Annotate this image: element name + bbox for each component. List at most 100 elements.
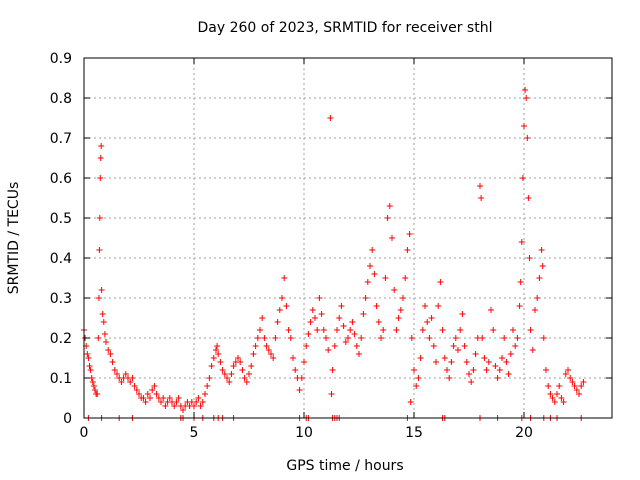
- data-point: [314, 327, 321, 333]
- y-axis-label: SRMTID / TECUs: [6, 182, 22, 295]
- data-point: [549, 395, 556, 401]
- y-tick-label: 0.8: [50, 91, 72, 107]
- data-point: [534, 295, 541, 301]
- data-point: [351, 331, 358, 337]
- data-point: [292, 367, 299, 373]
- data-point: [336, 315, 343, 321]
- data-point: [362, 295, 369, 301]
- data-point: [328, 391, 335, 397]
- data-point: [523, 95, 530, 101]
- data-point: [472, 351, 479, 357]
- chart-title: Day 260 of 2023, SRMTID for receiver sth…: [198, 20, 493, 36]
- x-tick-labels: 0 5 10 15 20: [80, 425, 533, 441]
- data-point: [567, 375, 574, 381]
- data-point: [274, 319, 281, 325]
- data-point: [140, 395, 147, 401]
- data-point: [573, 387, 580, 393]
- data-point: [367, 263, 373, 269]
- data-point: [114, 371, 120, 377]
- data-point: [536, 275, 543, 281]
- data-point: [129, 375, 136, 381]
- data-point: [382, 275, 389, 281]
- data-point: [364, 279, 371, 285]
- data-point: [393, 327, 400, 333]
- data-point: [84, 351, 91, 357]
- data-point: [261, 335, 268, 341]
- data-point: [199, 399, 206, 405]
- data-point: [527, 327, 534, 333]
- y-tick-label: 0.6: [50, 171, 72, 187]
- data-point: [524, 135, 531, 141]
- data-point: [578, 383, 585, 389]
- data-point: [193, 399, 200, 405]
- data-point: [505, 371, 512, 377]
- data-point: [101, 331, 108, 337]
- y-tick-labels: 0 0.1 0.2 0.3 0.4 0.5 0.6 0.7 0.8 0.9: [50, 51, 72, 427]
- plot-frame: [83, 57, 613, 419]
- x-tick-label: 10: [295, 425, 313, 441]
- data-point: [95, 295, 102, 301]
- data-point: [298, 375, 305, 381]
- data-point: [384, 215, 391, 221]
- data-point: [439, 327, 446, 333]
- data-point: [219, 367, 226, 373]
- data-point: [97, 175, 104, 181]
- data-point: [433, 359, 439, 365]
- data-point: [210, 355, 217, 361]
- data-point: [437, 279, 444, 285]
- data-point: [327, 115, 334, 121]
- data-point: [380, 327, 387, 333]
- data-point: [428, 315, 435, 321]
- data-point: [92, 387, 98, 393]
- data-point: [285, 327, 292, 333]
- data-point: [133, 387, 140, 393]
- data-point: [415, 375, 422, 381]
- data-point: [560, 399, 567, 405]
- data-point: [263, 343, 270, 349]
- data-point: [554, 391, 560, 397]
- data-point: [517, 279, 524, 285]
- data-point: [329, 367, 336, 373]
- data-point: [565, 367, 571, 373]
- data-point: [496, 367, 503, 373]
- data-point: [171, 403, 178, 409]
- data-point: [571, 383, 578, 389]
- data-point: [162, 403, 169, 409]
- data-point: [95, 335, 102, 341]
- data-point: [312, 315, 318, 321]
- data-point: [424, 319, 431, 325]
- x-axis-label: GPS time / hours: [286, 458, 403, 474]
- data-point: [463, 359, 470, 365]
- data-point: [237, 359, 244, 365]
- data-point: [136, 391, 142, 397]
- data-point: [397, 307, 404, 313]
- data-point: [287, 335, 294, 341]
- data-point: [441, 355, 448, 361]
- data-point: [248, 363, 255, 369]
- data-point: [254, 335, 261, 341]
- data-point: [230, 363, 237, 369]
- data-point: [402, 275, 409, 281]
- data-point: [268, 351, 274, 357]
- data-point: [243, 379, 250, 385]
- data-point: [347, 327, 354, 333]
- data-point: [521, 123, 527, 129]
- data-point: [478, 195, 485, 201]
- data-point: [558, 395, 565, 401]
- data-point: [180, 407, 186, 413]
- data-point: [450, 343, 457, 349]
- data-point: [389, 235, 395, 241]
- data-points: [81, 87, 587, 421]
- data-point: [217, 359, 224, 365]
- data-point: [468, 379, 475, 385]
- data-point: [334, 327, 340, 333]
- data-point: [98, 287, 105, 293]
- data-point: [490, 327, 497, 333]
- data-point: [360, 311, 367, 317]
- data-point: [144, 391, 151, 397]
- data-point: [97, 155, 104, 161]
- data-point: [307, 319, 314, 325]
- data-point: [411, 367, 417, 373]
- data-point: [235, 355, 241, 361]
